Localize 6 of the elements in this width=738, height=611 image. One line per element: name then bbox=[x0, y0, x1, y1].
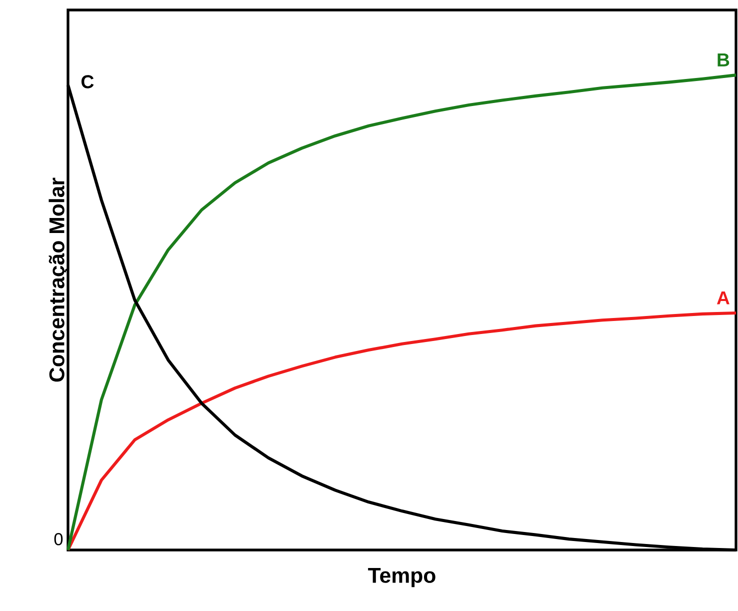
text: 0 bbox=[54, 533, 63, 546]
series-label: B bbox=[718, 54, 730, 66]
x-axis-title: Tempo bbox=[368, 568, 436, 588]
series-label: A bbox=[716, 291, 730, 304]
y-axis-title: Concentração Molar bbox=[48, 178, 69, 382]
series-label: C bbox=[81, 75, 94, 88]
